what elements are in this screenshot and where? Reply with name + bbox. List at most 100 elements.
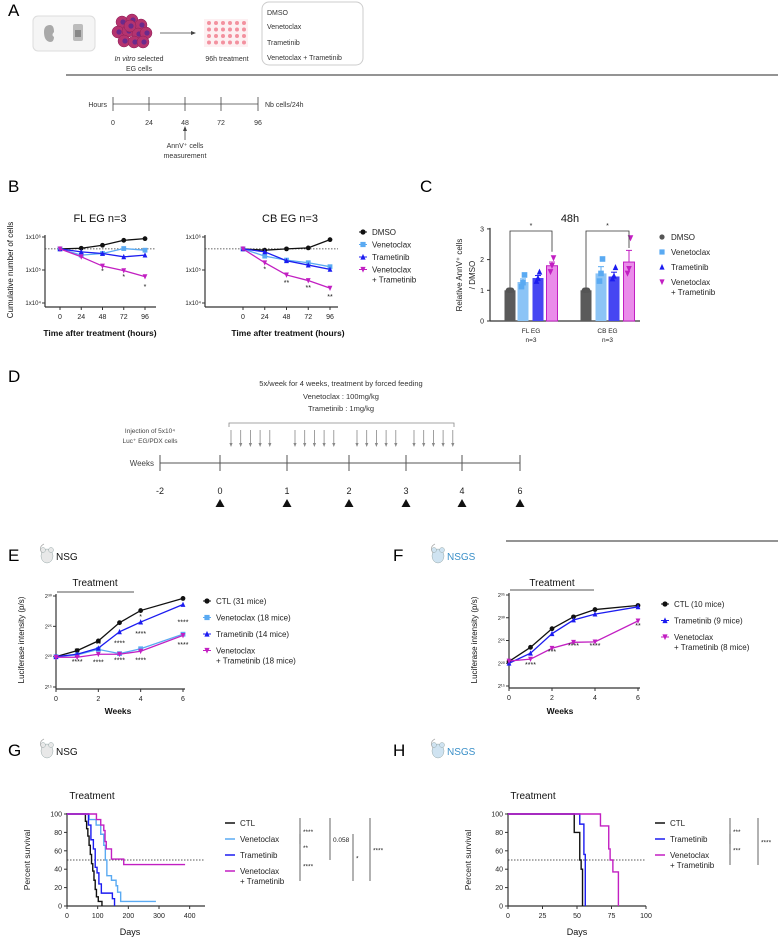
data-point — [549, 630, 555, 637]
week-tick-label: 3 — [403, 486, 408, 496]
x-tick-label: 200 — [122, 913, 134, 920]
chart-title: 48h — [561, 213, 579, 225]
data-point — [284, 246, 289, 252]
y-tick-label: 1x10⁶ — [186, 234, 202, 241]
well — [228, 40, 232, 45]
significance-star: * — [263, 267, 266, 274]
comparison-pvalue: 0.058 — [333, 837, 350, 844]
legend-marker — [360, 266, 366, 273]
legend-label: Venetoclax — [674, 633, 713, 642]
x-axis-label: Days — [567, 927, 588, 937]
data-point — [592, 607, 598, 612]
comparison-pvalue: *** — [733, 829, 741, 836]
significance-star: * — [144, 284, 147, 291]
y-tick-label: 100 — [50, 812, 62, 819]
legend-label: Venetoclax — [240, 835, 279, 844]
legend-marker — [360, 241, 366, 248]
x-tick-label: 24 — [261, 314, 269, 321]
legend-label: + Trametinib — [671, 288, 716, 297]
significance-star: **** — [590, 643, 601, 650]
well — [214, 21, 218, 25]
x-tick-label: 0 — [241, 314, 245, 321]
y-tick-label: 40 — [495, 867, 503, 874]
mouse-icon — [40, 543, 54, 564]
data-point — [611, 272, 617, 279]
mouse-tail — [431, 738, 436, 749]
data-point — [612, 263, 619, 271]
legend-label: Trametinib (14 mice) — [216, 630, 289, 639]
x-tick-label: 400 — [184, 913, 196, 920]
y-tick-label: 3 — [480, 226, 484, 233]
legend-label: Trametinib — [372, 253, 410, 262]
arrow-head — [191, 31, 196, 35]
data-point — [305, 245, 311, 251]
legend-label: CTL (10 mice) — [674, 600, 725, 609]
y-tick-label: 20 — [495, 885, 503, 892]
week-tick-label: -2 — [156, 486, 164, 496]
well — [235, 34, 239, 38]
x-tick-label: 96 — [326, 314, 334, 321]
data-point — [547, 269, 554, 276]
legend-label: + Trametinib — [372, 276, 417, 285]
panel-letter-A: A — [8, 1, 20, 20]
legend-marker — [659, 263, 665, 270]
imaging-triangle-icon — [457, 499, 467, 507]
data-point — [506, 658, 512, 664]
comparison-pvalue: **** — [761, 840, 772, 847]
comparison-pvalue: * — [356, 856, 359, 863]
mouse-tail — [431, 543, 436, 554]
data-point — [584, 287, 591, 294]
x-axis-label: Time after treatment (hours) — [43, 328, 156, 338]
dose-arrow-head — [384, 443, 388, 447]
significance-star: ** — [306, 285, 312, 292]
data-point — [180, 633, 186, 639]
dose-arrow-head — [431, 443, 435, 447]
timeline-end-label: Nb cells/24h — [265, 102, 304, 109]
data-point — [57, 246, 63, 252]
significance-star: **** — [135, 658, 146, 665]
mouse-tail — [40, 738, 45, 749]
panel-letter-G: G — [8, 741, 21, 760]
category-label: FL EG — [522, 328, 541, 335]
data-point — [53, 654, 59, 661]
treatment-item: Venetoclax — [267, 24, 302, 31]
data-point — [327, 237, 333, 243]
legend-marker — [204, 614, 210, 621]
cell-label-rest: selected — [135, 56, 163, 63]
series-line — [56, 634, 184, 658]
imaging-triangle-icon — [215, 499, 225, 507]
data-point — [571, 639, 576, 646]
data-point — [74, 654, 80, 661]
y-tick-label: 1x10⁵ — [186, 267, 202, 274]
data-point — [100, 242, 105, 248]
significance-star: ** — [327, 294, 333, 301]
data-point — [627, 235, 634, 242]
data-point — [117, 628, 122, 635]
data-point — [571, 614, 576, 620]
comparison-pvalue: ** — [303, 845, 309, 852]
week-tick-label: 6 — [517, 486, 522, 496]
x-tick-label: 25 — [539, 913, 547, 920]
data-point — [549, 626, 555, 632]
mouse-ear — [48, 547, 54, 553]
well — [214, 40, 218, 45]
dose-arrow-head — [422, 443, 426, 447]
treatment-item: Trametinib — [267, 40, 300, 47]
legend-label: + Trametinib (8 mice) — [674, 643, 750, 652]
significance-star: * — [530, 223, 533, 230]
dose-arrow-head — [293, 443, 297, 447]
dose-arrow-head — [229, 443, 233, 447]
dose-arrow-head — [451, 443, 455, 447]
data-point — [121, 253, 127, 260]
significance-star: * — [606, 223, 609, 230]
data-point — [520, 279, 526, 286]
data-point — [262, 253, 268, 259]
data-point — [142, 274, 148, 280]
significance-bracket — [585, 230, 630, 289]
legend-label: Venetoclax (18 mice) — [216, 614, 291, 623]
data-point — [262, 248, 268, 255]
data-point — [142, 252, 148, 258]
series-line — [55, 597, 184, 658]
data-point — [138, 648, 144, 655]
protocol-line: Venetoclax : 100mg/kg — [303, 392, 379, 401]
